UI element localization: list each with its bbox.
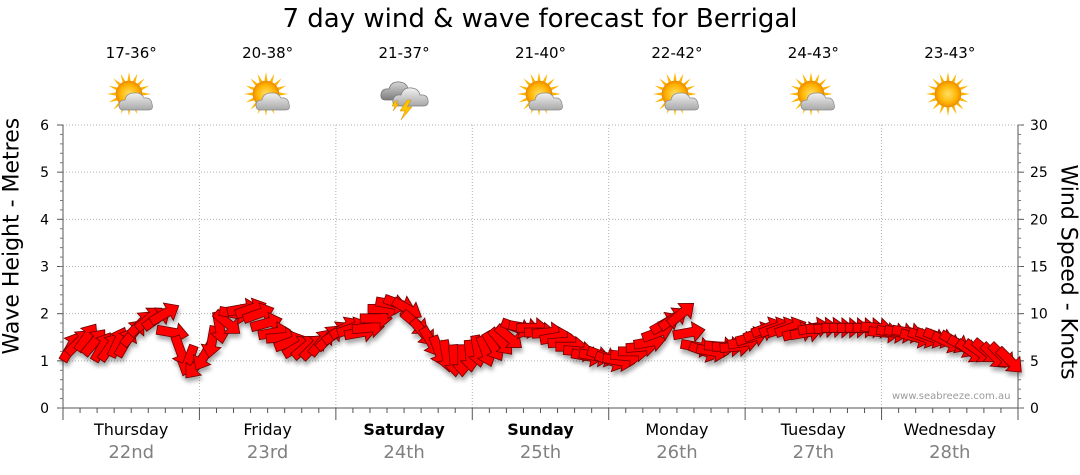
y-tick-label-left: 3 bbox=[40, 260, 49, 276]
day-name-label: Wednesday bbox=[903, 420, 997, 439]
wind-arrow bbox=[493, 323, 522, 348]
y-tick-label-right: 15 bbox=[1030, 260, 1048, 276]
day-temperature: 23-43° bbox=[924, 44, 976, 62]
y-tick-label-right: 25 bbox=[1030, 165, 1048, 181]
wind-arrow bbox=[665, 303, 695, 328]
day-temperature: 21-40° bbox=[514, 44, 567, 62]
partly-cloudy-icon bbox=[783, 70, 843, 120]
day-name-label: Sunday bbox=[507, 420, 574, 439]
y-tick-label-left: 1 bbox=[40, 354, 49, 370]
y-tick-label-left: 4 bbox=[40, 212, 49, 228]
day-temperature: 20-38° bbox=[242, 44, 294, 62]
watermark: www.seabreeze.com.au bbox=[892, 391, 1011, 402]
wind-arrow bbox=[672, 321, 706, 343]
y-tick-label-left: 2 bbox=[40, 307, 49, 323]
day-date-label: 23rd bbox=[246, 442, 289, 463]
y-tick-label-right: 5 bbox=[1030, 354, 1039, 370]
wind-arrows bbox=[58, 293, 1022, 379]
partly-cloudy-icon bbox=[238, 70, 298, 120]
partly-cloudy-icon bbox=[101, 70, 161, 120]
partly-cloudy-icon bbox=[511, 70, 571, 120]
day-date-label: 24th bbox=[383, 442, 425, 463]
day-temperature: 22-42° bbox=[651, 44, 703, 62]
y-tick-label-left: 0 bbox=[40, 401, 49, 417]
day-date-label: 22nd bbox=[108, 442, 155, 463]
y-axis-right-title: Wind Speed - Knots bbox=[1055, 164, 1080, 380]
day-temperature: 24-43° bbox=[787, 44, 839, 62]
partly-cloudy-icon bbox=[647, 70, 707, 120]
sunny-icon bbox=[920, 70, 980, 120]
y-tick-label-left: 5 bbox=[40, 165, 49, 181]
day-name-label: Saturday bbox=[363, 420, 445, 439]
y-tick-label-right: 20 bbox=[1030, 212, 1048, 228]
wind-arrow bbox=[148, 302, 180, 327]
day-date-label: 25th bbox=[519, 442, 562, 463]
y-tick-label-right: 10 bbox=[1030, 307, 1048, 323]
y-tick-label-right: 30 bbox=[1030, 118, 1048, 134]
y-tick-label-right: 0 bbox=[1030, 401, 1039, 417]
day-name-label: Monday bbox=[645, 420, 709, 439]
day-name-label: Friday bbox=[243, 420, 292, 439]
day-temperature: 21-37° bbox=[378, 44, 430, 62]
day-date-label: 28th bbox=[929, 442, 971, 463]
axes: 0 1 2 3 4 5 6 0 5 10 15 20 25 30 bbox=[40, 118, 1048, 420]
day-name-label: Thursday bbox=[94, 420, 169, 439]
chart-title: 7 day wind & wave forecast for Berrigal bbox=[282, 4, 798, 34]
y-axis-left-title: Wave Height - Metres bbox=[0, 117, 25, 355]
day-date-label: 27th bbox=[792, 442, 835, 463]
day-name-label: Tuesday bbox=[780, 420, 846, 439]
storm-icon bbox=[374, 70, 434, 121]
wind-arrow bbox=[994, 345, 1022, 373]
day-date-label: 26th bbox=[656, 442, 698, 463]
day-temperature: 17-36° bbox=[105, 44, 157, 62]
y-tick-label-left: 6 bbox=[40, 118, 49, 134]
